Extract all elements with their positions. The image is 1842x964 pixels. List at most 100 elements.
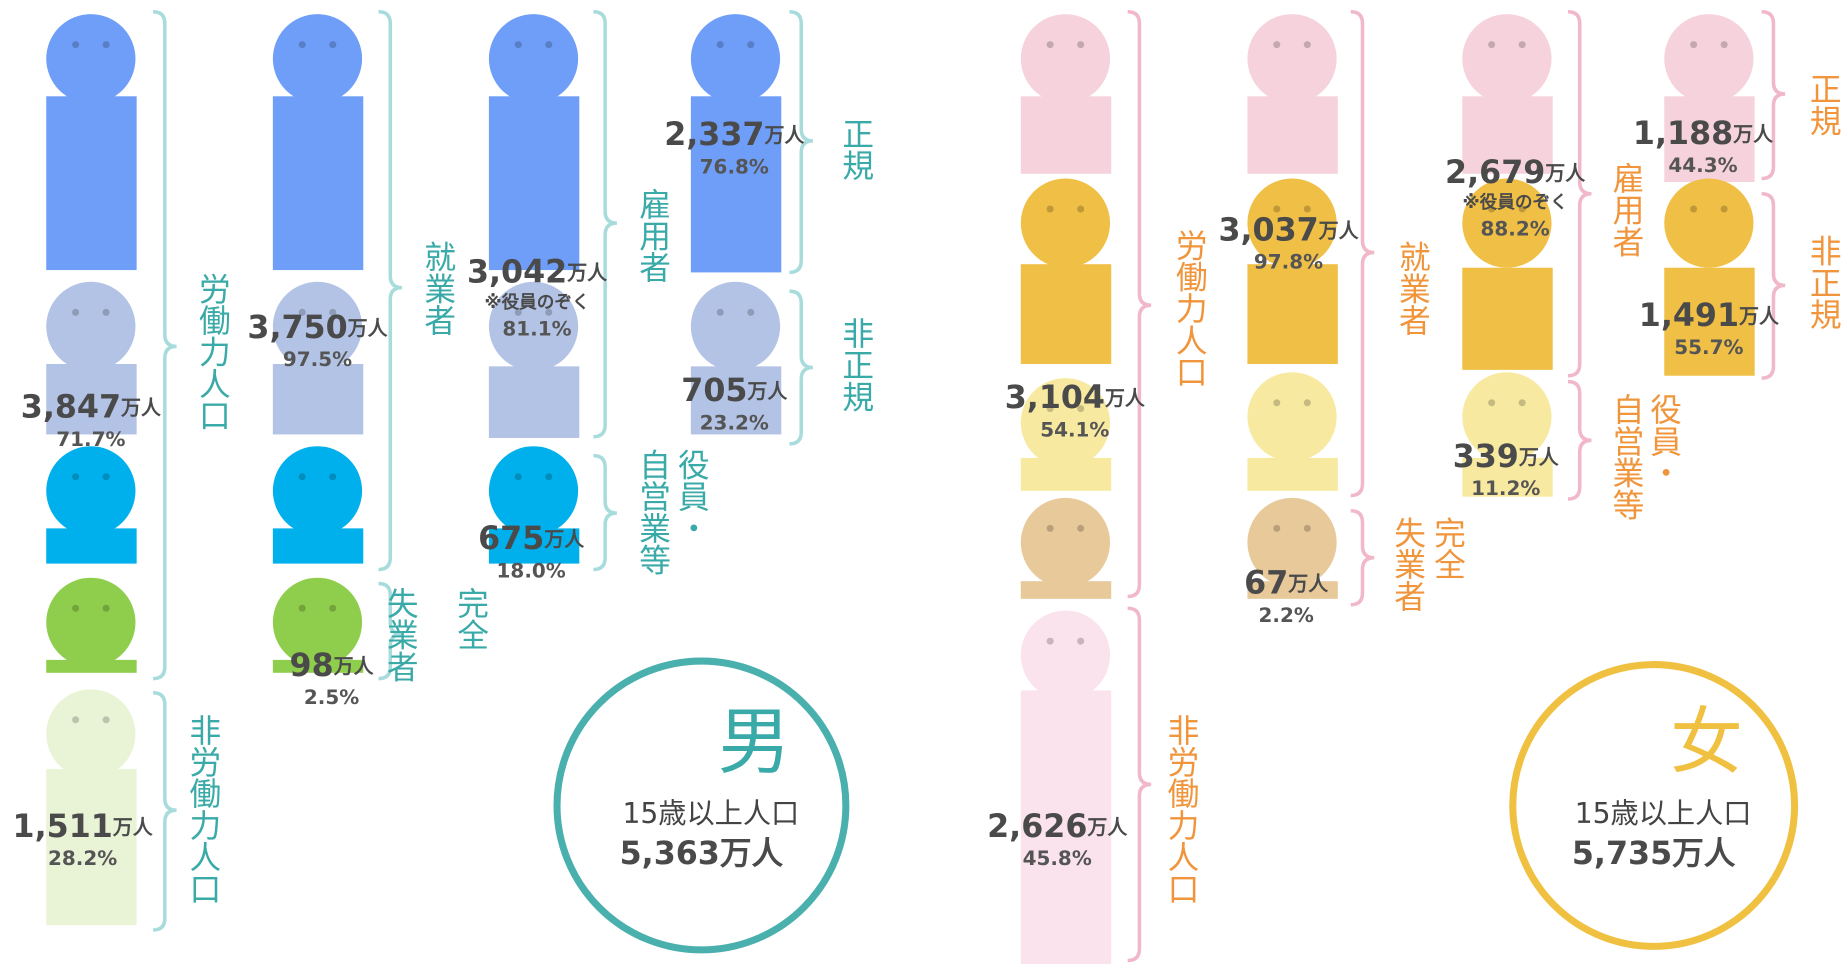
- brace: [593, 453, 617, 572]
- group-label: 自営業等: [1608, 393, 1644, 520]
- total-unit: 万人: [1672, 836, 1736, 872]
- figure-eye: [102, 308, 110, 316]
- percent-label: 2.5%: [304, 685, 359, 709]
- count-value: 3,847: [21, 390, 121, 426]
- count-label: 2,337万人: [664, 117, 804, 153]
- group-label: 雇用者: [634, 188, 670, 283]
- figure-eye: [72, 308, 80, 316]
- count-label: 2,679万人: [1445, 155, 1585, 191]
- figure-eye: [1690, 41, 1698, 49]
- figure-body: [46, 769, 137, 926]
- total-unit: 万人: [720, 836, 784, 872]
- figure-body: [1462, 457, 1553, 497]
- figure-eye: [102, 604, 110, 612]
- figure-head: [46, 689, 136, 779]
- figure-eye: [329, 308, 337, 316]
- total-label: 15歳以上人口: [622, 797, 799, 830]
- figure-body: [488, 96, 580, 271]
- percent-label: 97.5%: [283, 347, 352, 371]
- person-figure: [690, 14, 782, 273]
- figure-head: [690, 14, 781, 104]
- count-label: 705万人: [681, 373, 787, 409]
- figure-eye: [329, 41, 337, 49]
- count-unit: 万人: [1518, 444, 1559, 468]
- person-figure: [1020, 610, 1112, 964]
- figure-head: [488, 446, 579, 536]
- count-label: 3,750万人: [247, 310, 387, 346]
- note: ※役員のぞく: [1463, 192, 1568, 213]
- figure-eye: [72, 716, 80, 724]
- figure-eye: [1720, 205, 1728, 213]
- total-value: 5,363: [620, 836, 720, 872]
- count-value: 67: [1244, 566, 1288, 602]
- figure-eye: [1518, 399, 1526, 407]
- figure-eye: [1046, 205, 1054, 213]
- figure-eye: [514, 41, 522, 49]
- person-figure: [1664, 14, 1755, 182]
- person-figure: [1020, 378, 1112, 491]
- figure-head: [488, 14, 579, 104]
- total-ring: [553, 657, 850, 954]
- figure-body: [690, 366, 782, 435]
- total-ring: [1509, 661, 1799, 950]
- person-figure: [272, 577, 364, 673]
- figure-head: [1020, 14, 1111, 104]
- percent-label: 23.2%: [700, 410, 769, 434]
- percent-label: 18.0%: [497, 558, 566, 582]
- brace: [152, 691, 177, 932]
- count-label: 3,847万人: [21, 390, 161, 426]
- figure-head: [488, 281, 579, 372]
- percent-label: 55.7%: [1674, 335, 1743, 359]
- figure-head: [1247, 372, 1337, 462]
- figure-body: [1020, 264, 1112, 364]
- note: ※役員のぞく: [484, 292, 589, 313]
- figure-body: [1020, 96, 1112, 174]
- figure-body: [272, 363, 364, 435]
- count-unit: 万人: [1086, 814, 1127, 838]
- person-figure: [488, 281, 580, 438]
- figure-eye: [1273, 41, 1281, 49]
- figure-head: [1664, 14, 1754, 104]
- total-count: 5,363万人: [620, 836, 784, 872]
- percent-label: 54.1%: [1040, 417, 1109, 441]
- brace: [1567, 379, 1592, 501]
- figure-eye: [298, 308, 306, 316]
- person-figure: [1020, 497, 1112, 599]
- percent-label: 71.7%: [56, 427, 125, 451]
- brace: [1761, 191, 1786, 380]
- count-unit: 万人: [1732, 122, 1773, 146]
- figure-eye: [1046, 637, 1054, 645]
- figure-body: [1247, 581, 1338, 599]
- figure-head: [1247, 14, 1337, 104]
- percent-label: 76.8%: [700, 154, 769, 178]
- group-label: 雇用者: [1608, 162, 1644, 257]
- person-figure: [272, 14, 364, 271]
- brace: [1350, 509, 1375, 607]
- brace: [1127, 9, 1152, 599]
- count-label: 339万人: [1453, 439, 1559, 475]
- figure-head: [272, 446, 363, 536]
- figure-eye: [1690, 205, 1698, 213]
- figure-head: [1020, 497, 1111, 588]
- figure-head: [1020, 610, 1111, 700]
- group-label: 非正規: [1805, 235, 1841, 330]
- figure-eye: [747, 308, 755, 316]
- figure-eye: [514, 308, 522, 316]
- figure-eye: [545, 41, 553, 49]
- count-unit: 万人: [566, 260, 607, 284]
- percent-label: 45.8%: [1023, 846, 1092, 870]
- person-figure: [690, 281, 782, 435]
- figure-eye: [1273, 524, 1281, 532]
- figure-eye: [72, 41, 80, 49]
- figure-eye: [72, 604, 80, 612]
- total-count: 5,735万人: [1572, 836, 1736, 872]
- brace: [378, 9, 403, 572]
- figure-eye: [72, 473, 80, 481]
- figure-eye: [1046, 41, 1054, 49]
- group-label: 失業者: [382, 587, 418, 682]
- group-label: 非正規: [837, 317, 873, 412]
- count-unit: 万人: [746, 379, 787, 403]
- figure-head: [1247, 497, 1337, 588]
- group-label: 就業者: [419, 241, 455, 336]
